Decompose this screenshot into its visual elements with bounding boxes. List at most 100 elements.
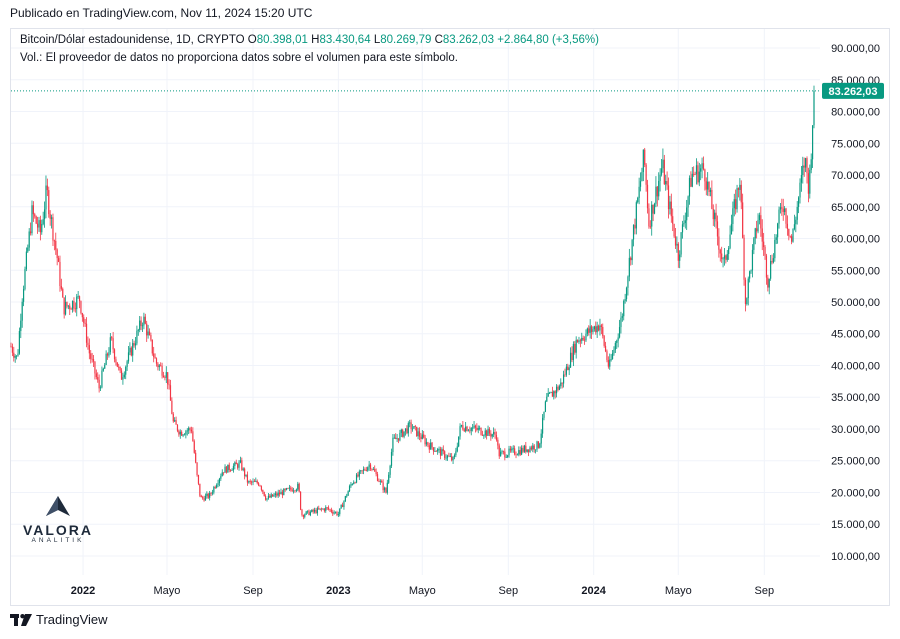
y-tick-label: 70.000,00 — [831, 170, 880, 182]
candle — [673, 223, 675, 238]
candle — [574, 341, 576, 355]
y-tick-label: 55.000,00 — [831, 265, 880, 277]
candle — [378, 478, 380, 483]
candle — [535, 449, 537, 454]
candle — [655, 176, 657, 208]
low-label: L — [373, 34, 381, 46]
candle — [228, 462, 230, 473]
candle — [564, 368, 566, 377]
candle — [723, 248, 726, 266]
candle — [760, 206, 762, 237]
candle — [265, 494, 267, 501]
tradingview-footer[interactable]: TradingView — [10, 612, 108, 627]
candle — [784, 206, 786, 216]
candle — [237, 462, 239, 470]
candle — [50, 214, 53, 229]
x-tick-label: Mayo — [409, 585, 436, 597]
volume-note: Vol.: El proveedor de datos no proporcio… — [20, 52, 458, 64]
candle — [164, 375, 166, 381]
candle — [130, 346, 132, 357]
candle — [272, 494, 274, 497]
candle — [136, 325, 138, 346]
candle — [572, 341, 574, 367]
candle — [736, 184, 738, 213]
candle — [735, 189, 737, 215]
candle — [203, 495, 205, 502]
candle — [614, 341, 616, 354]
candle — [805, 157, 807, 173]
candle — [210, 491, 212, 496]
candle — [722, 257, 724, 268]
candle — [786, 215, 789, 236]
candle — [775, 234, 777, 245]
candle — [609, 353, 611, 370]
candle — [519, 446, 521, 456]
candle — [439, 446, 442, 460]
candle — [80, 300, 82, 315]
candle — [43, 201, 46, 228]
candle — [92, 354, 95, 367]
candle — [129, 342, 131, 356]
candle — [150, 332, 152, 342]
candle — [537, 441, 540, 449]
candle — [320, 507, 323, 512]
candle — [178, 429, 180, 437]
candle — [105, 350, 107, 366]
candle — [600, 323, 602, 335]
candle — [441, 447, 443, 456]
candle — [709, 187, 712, 197]
candle — [473, 420, 475, 429]
candle — [756, 220, 758, 239]
candle — [543, 411, 545, 421]
symbol-label[interactable]: Bitcoin/Dólar estadounidense, 1D, CRYPTO — [20, 34, 245, 46]
y-tick-label: 25.000,00 — [831, 456, 880, 468]
candle — [52, 213, 54, 247]
y-tick-label: 80.000,00 — [831, 107, 880, 119]
candle — [192, 427, 194, 442]
candle — [209, 490, 211, 501]
candle — [423, 431, 425, 439]
candle — [604, 341, 607, 353]
candle — [25, 247, 27, 272]
candle — [386, 479, 388, 495]
candle — [244, 467, 246, 480]
candle — [202, 495, 204, 500]
candle — [22, 285, 25, 307]
candle — [239, 456, 242, 464]
candle — [410, 419, 412, 434]
candle — [617, 333, 619, 348]
candle — [809, 164, 811, 199]
x-tick-label: 2022 — [71, 585, 95, 597]
candle — [97, 372, 99, 383]
candle — [451, 453, 453, 462]
candle — [13, 346, 15, 362]
candle — [674, 228, 677, 250]
candle — [273, 492, 275, 498]
candle — [491, 433, 493, 439]
candle — [278, 489, 281, 497]
candle — [179, 429, 181, 439]
candle — [113, 348, 116, 363]
candle — [641, 167, 643, 182]
price-tag-box — [822, 82, 884, 99]
candle — [195, 449, 197, 464]
candle — [252, 478, 254, 486]
candle — [351, 483, 353, 486]
candle — [466, 425, 468, 432]
candle — [486, 429, 488, 440]
candle — [490, 430, 492, 441]
candle — [681, 220, 684, 239]
candle — [116, 362, 118, 368]
candle — [175, 416, 177, 425]
candle — [420, 433, 422, 443]
candle — [498, 443, 500, 459]
candle — [204, 493, 207, 501]
candle — [36, 216, 39, 234]
candle — [371, 468, 373, 472]
candle — [645, 163, 647, 192]
candle — [484, 428, 486, 438]
candle — [446, 454, 449, 461]
candle — [383, 486, 386, 493]
candle — [385, 487, 387, 494]
